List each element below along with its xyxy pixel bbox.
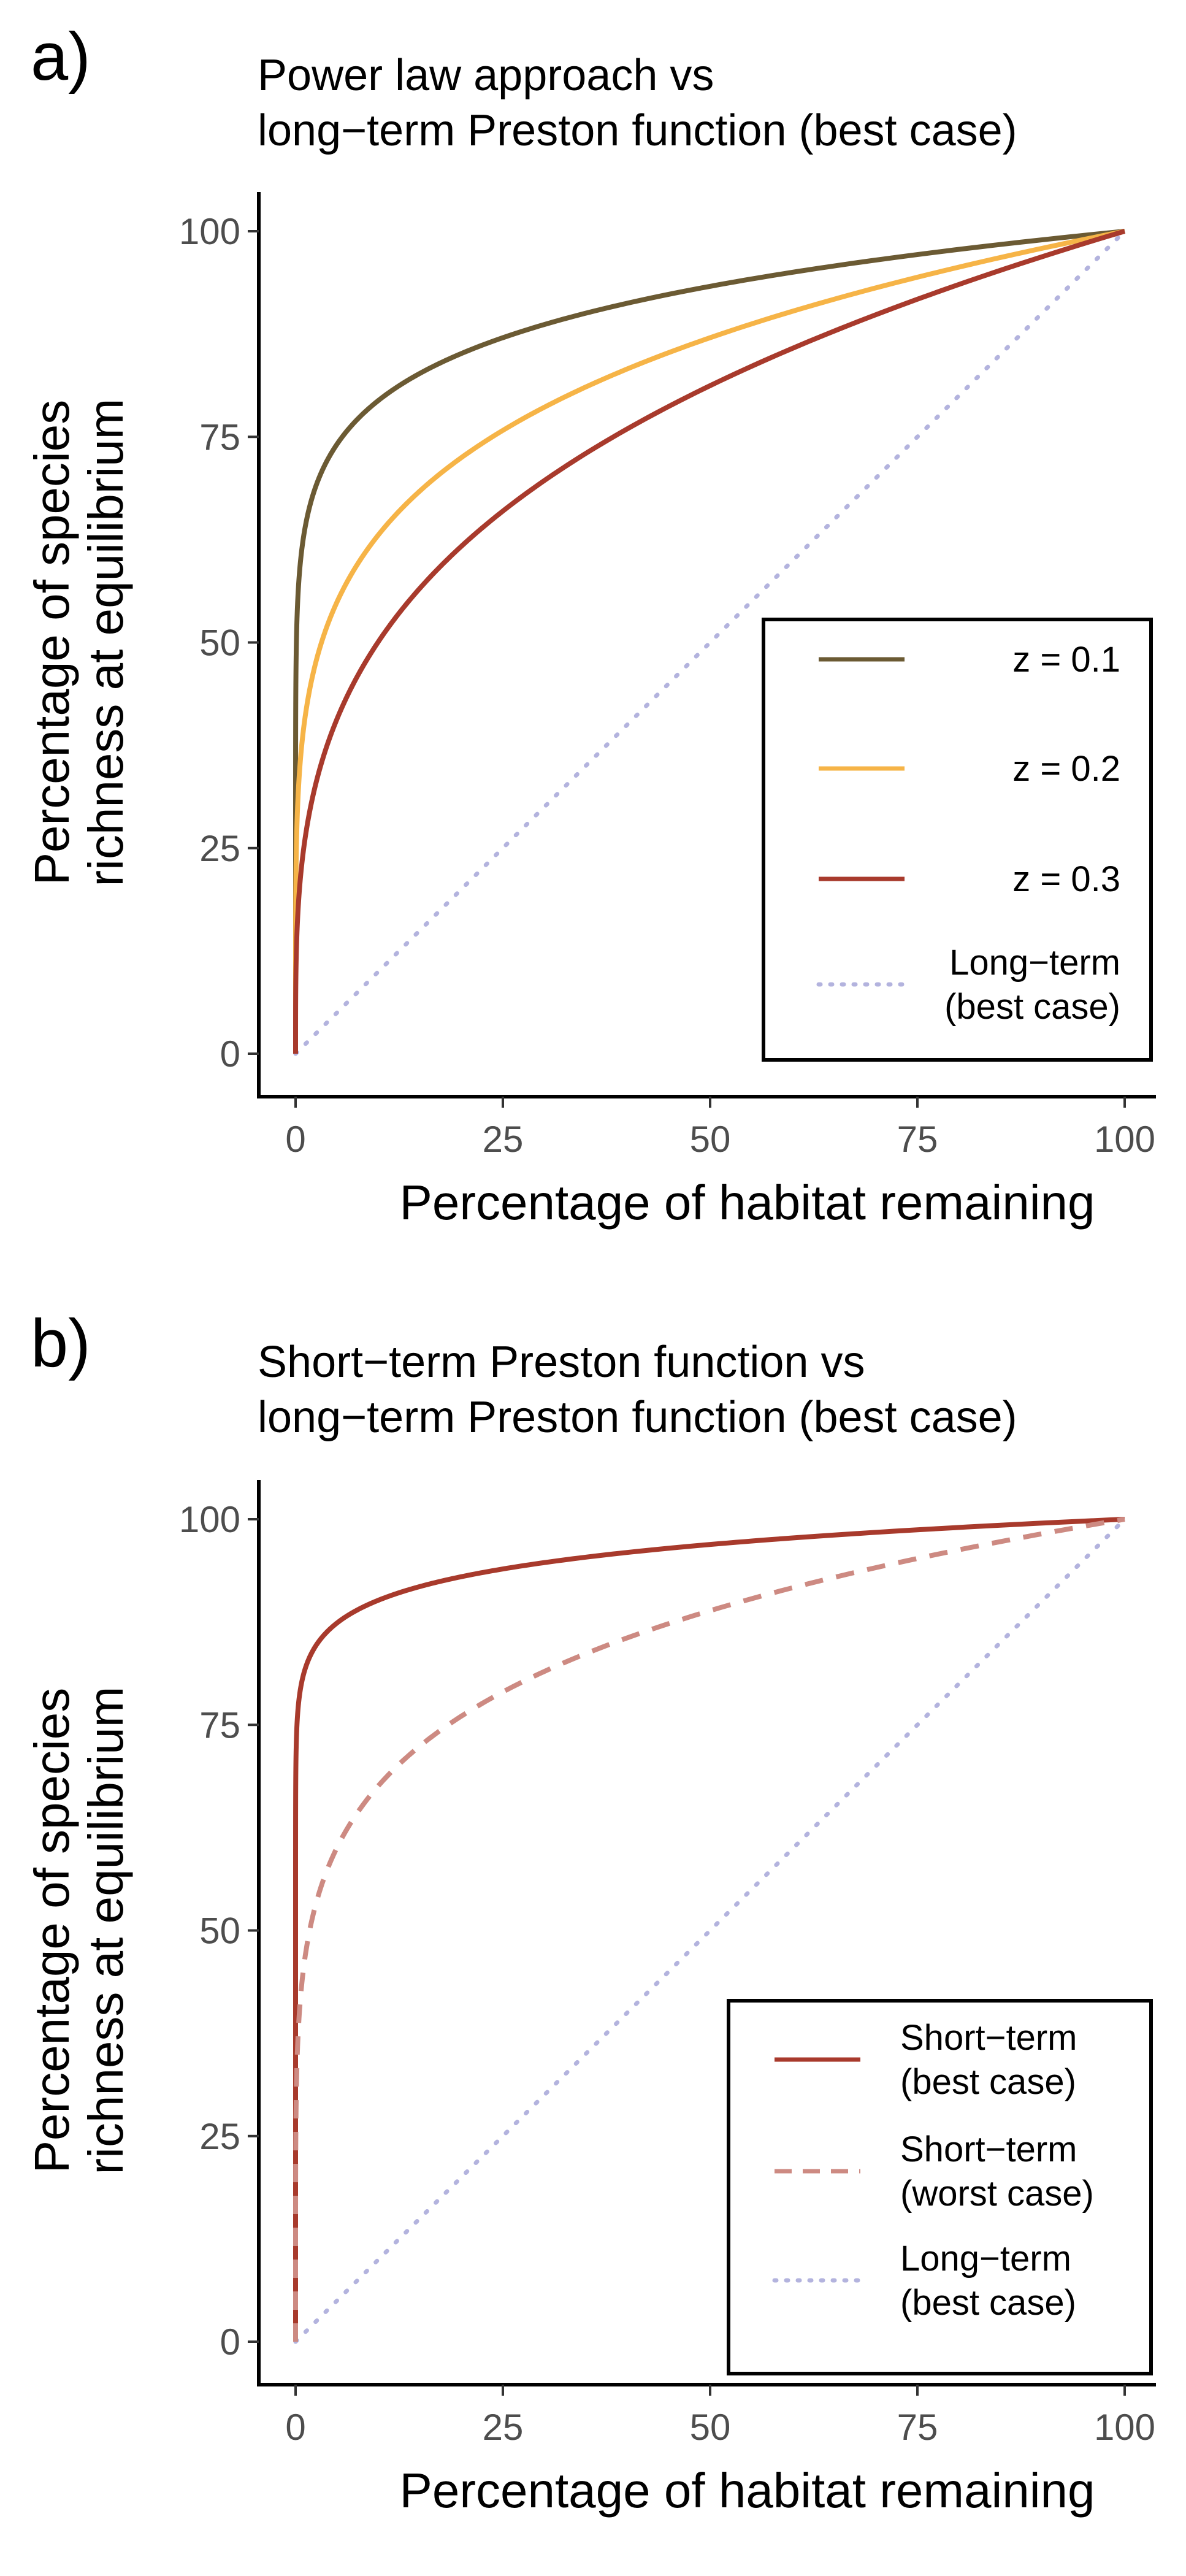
legend: Short−term(best case)Short−term(worst ca… <box>727 1999 1153 2375</box>
x-tick-label: 100 <box>1094 2407 1155 2448</box>
panel-label: a) <box>31 19 91 94</box>
x-tick-label: 100 <box>1094 1119 1155 1160</box>
y-axis-title-line: richness at equilibrium <box>78 1687 133 2175</box>
chart-title-line: Short−term Preston function vs <box>258 1338 865 1387</box>
y-axis-title-line: Percentage of species <box>25 1688 79 2174</box>
chart-title-line: long−term Preston function (best case) <box>258 106 1017 155</box>
y-tick-label: 25 <box>199 2116 240 2157</box>
x-tick-label: 50 <box>690 2407 731 2448</box>
y-tick-label: 0 <box>220 2321 240 2363</box>
legend-label: Short−term <box>900 2018 1077 2058</box>
legend-box <box>762 618 1153 1062</box>
y-tick-label: 75 <box>199 416 240 458</box>
legend-label: (worst case) <box>900 2174 1094 2214</box>
x-axis-title: Percentage of habitat remaining <box>399 2463 1095 2518</box>
legend-label: (best case) <box>900 2062 1076 2102</box>
y-tick-label: 0 <box>220 1033 240 1075</box>
y-axis-title: Percentage of species richness at equilib… <box>25 399 133 887</box>
chart-title-line: long−term Preston function (best case) <box>258 1393 1017 1442</box>
series-line-1 <box>293 229 1125 1054</box>
legend-label: Short−term <box>900 2129 1077 2169</box>
chart-title-line: Power law approach vs <box>258 51 714 100</box>
x-tick-label: 50 <box>690 1119 731 1160</box>
legend-label: z = 0.1 <box>1012 640 1120 680</box>
series-line-3 <box>293 229 1126 1054</box>
series-lines <box>293 1517 1127 2344</box>
series-line-2 <box>293 1517 1125 2342</box>
x-tick-label: 0 <box>285 1119 305 1160</box>
legend-label: (best case) <box>900 2283 1076 2323</box>
y-tick-label: 50 <box>199 623 240 664</box>
chart-panel-a: a) Power law approach vs long−term Preston… <box>25 19 1156 1230</box>
series-line-1 <box>293 1517 1125 2342</box>
series-lines <box>293 229 1127 1056</box>
legend-box <box>727 1999 1153 2375</box>
x-tick-label: 75 <box>897 2407 938 2448</box>
y-tick-label: 25 <box>199 828 240 869</box>
legend-label: z = 0.2 <box>1012 749 1120 789</box>
legend-label: z = 0.3 <box>1012 859 1120 899</box>
series-line-3 <box>293 1517 1127 2344</box>
legend: z = 0.1 z = 0.2 z = 0.3 Long−term(best case… <box>762 618 1153 1062</box>
x-tick-label: 25 <box>483 2407 524 2448</box>
x-axis-title: Percentage of habitat remaining <box>399 1175 1095 1230</box>
y-tick-label: 100 <box>179 1499 240 1540</box>
y-tick-label: 50 <box>199 1911 240 1952</box>
y-axis-title-line: Percentage of species <box>25 400 79 886</box>
legend-label: Long−term <box>949 943 1120 983</box>
y-axis-title-line: richness at equilibrium <box>78 399 133 887</box>
x-tick-label: 75 <box>897 1119 938 1160</box>
chart-panel-b: b) Short−term Preston function vs long−ter… <box>25 1306 1156 2518</box>
y-tick-label: 75 <box>199 1704 240 1746</box>
x-tick-label: 25 <box>483 1119 524 1160</box>
y-tick-label: 100 <box>179 211 240 252</box>
series-line-4 <box>293 229 1127 1056</box>
y-axis-title: Percentage of species richness at equilib… <box>25 1687 133 2175</box>
panel-label: b) <box>31 1306 91 1381</box>
x-tick-label: 0 <box>285 2407 305 2448</box>
legend-label: Long−term <box>900 2239 1071 2279</box>
legend-label: (best case) <box>944 987 1120 1027</box>
